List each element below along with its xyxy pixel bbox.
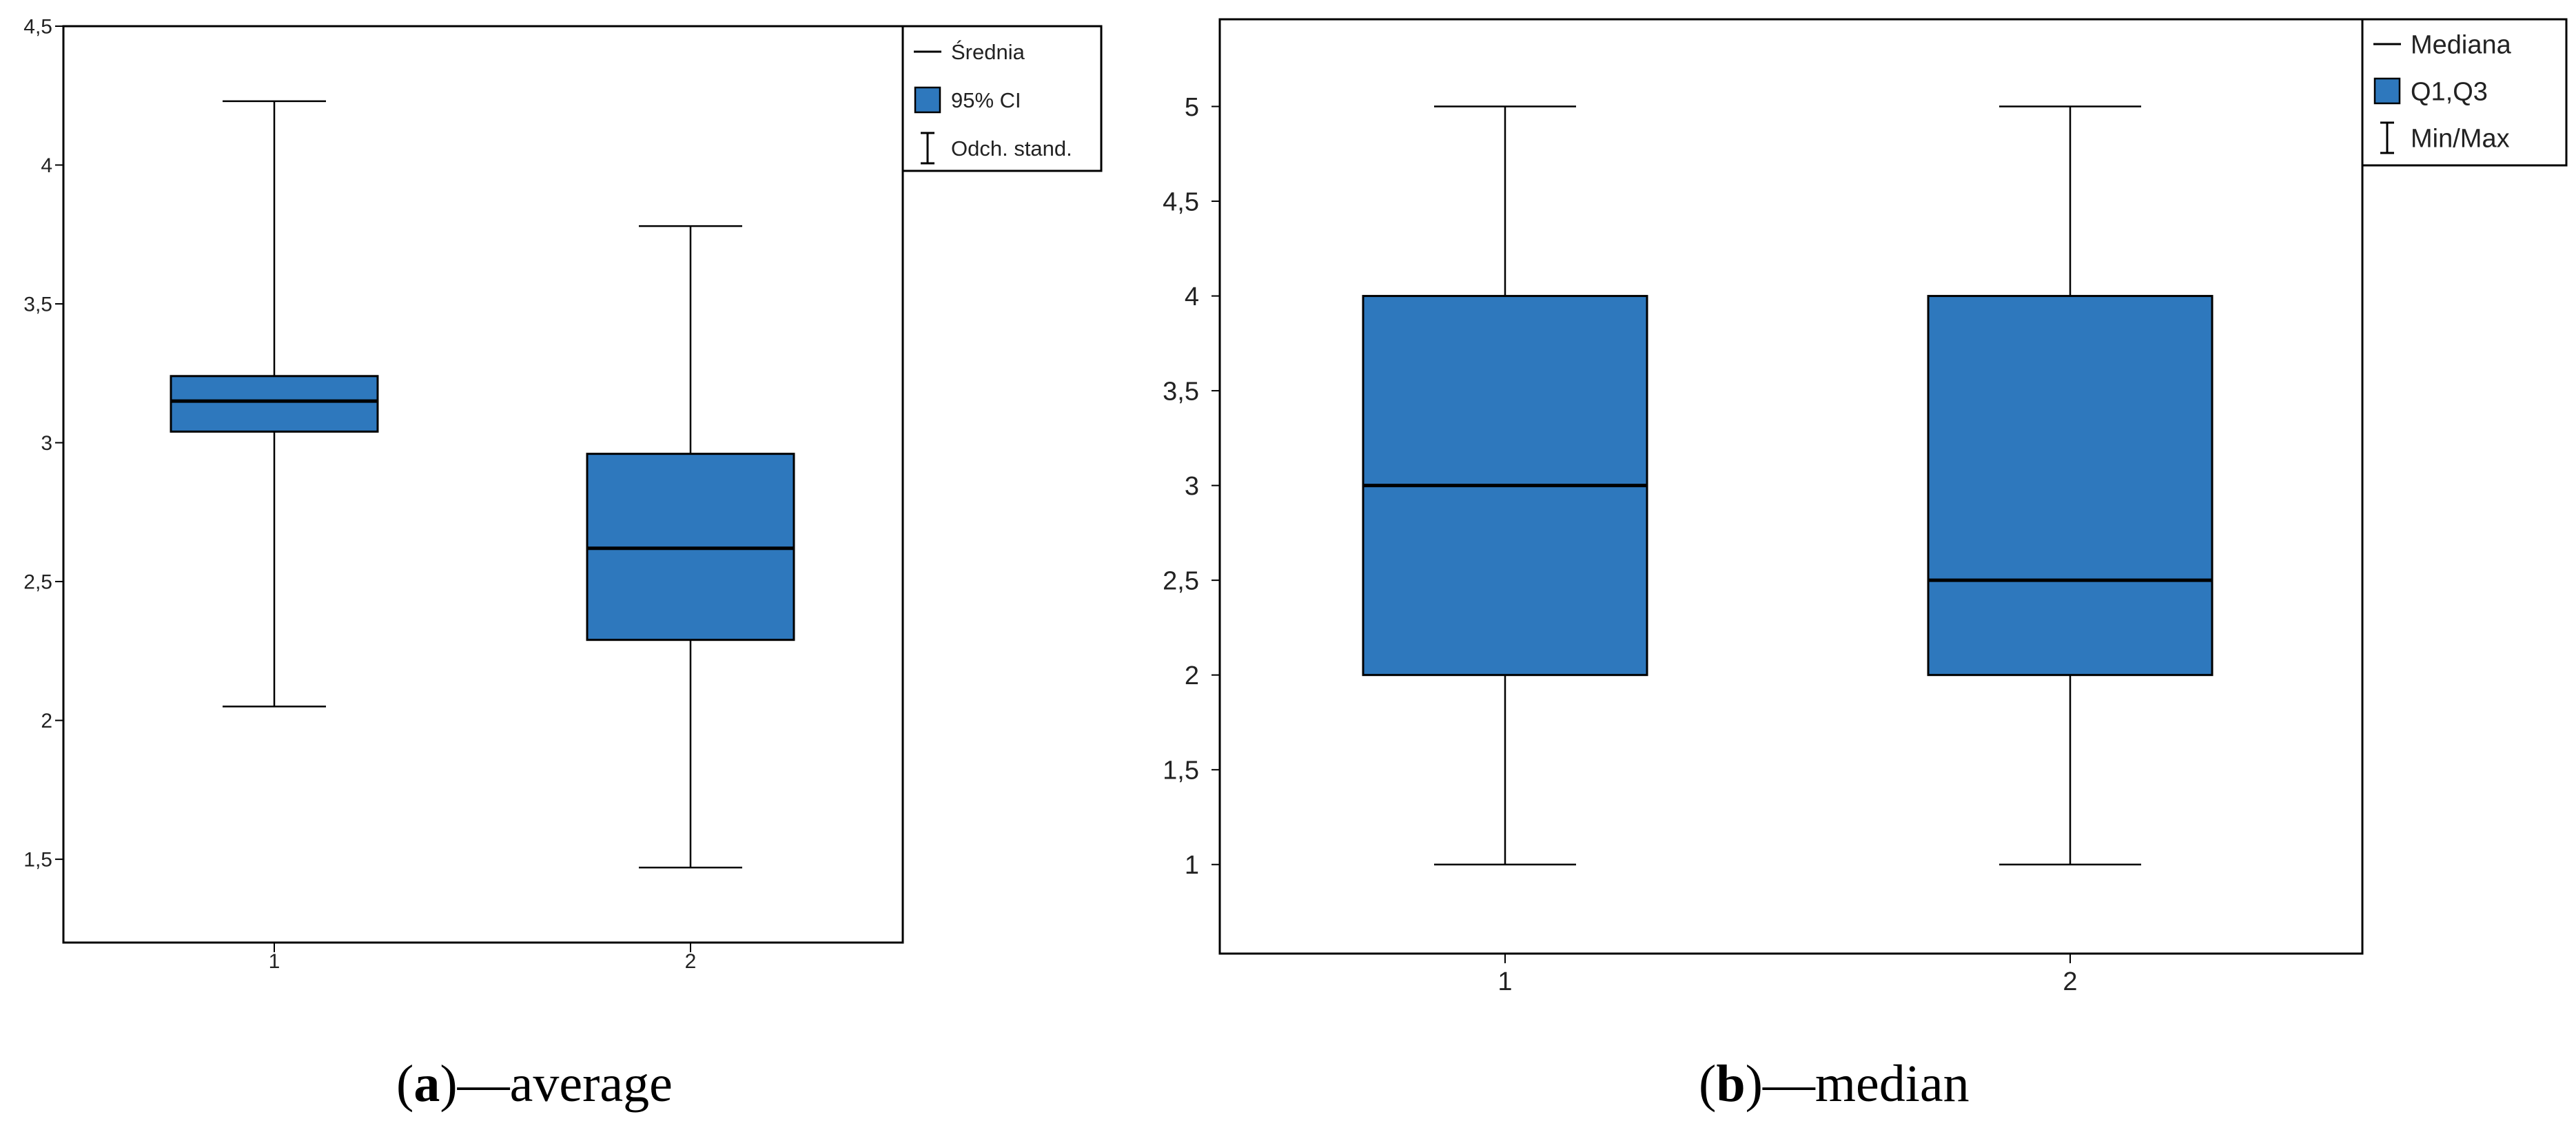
- box-group-2: [586, 225, 795, 869]
- legend-label: Mediana: [2411, 30, 2512, 59]
- y-tick-label: 4: [1185, 282, 1199, 311]
- y-tick-label: 2,5: [23, 571, 52, 594]
- legend-label: Średnia: [951, 39, 1025, 64]
- y-tick-label: 4: [41, 154, 52, 177]
- caption-letter: b: [1716, 1055, 1746, 1113]
- chart-panel-average: 1,5 2 2,5 3 3,5 4 4,5 1 2 Średnia 95% CI Odch. stan…: [23, 16, 1103, 973]
- legend-label: Q1,Q3: [2411, 77, 2488, 106]
- caption-text: median: [1815, 1055, 1970, 1113]
- y-tick-label: 3: [41, 432, 52, 455]
- box: [1927, 295, 2214, 677]
- legend: Średnia 95% CI Odch. stand.: [901, 25, 1103, 172]
- y-tick-label: 3: [1185, 472, 1199, 501]
- legend-label: 95% CI: [951, 88, 1021, 112]
- legend-label: Min/Max: [2411, 124, 2510, 153]
- legend: Mediana Q1,Q3 Min/Max: [2361, 18, 2568, 167]
- legend-label: Odch. stand.: [951, 136, 1072, 161]
- caption-average: (a)—average: [396, 1055, 673, 1113]
- y-tick-label: 2: [41, 710, 52, 732]
- y-tick-label: 1,5: [1163, 757, 1199, 785]
- y-tick-label: 5: [1185, 93, 1199, 122]
- plot-frame: [1218, 18, 2364, 955]
- box-group-1: [1362, 105, 1648, 865]
- x-tick-label: 2: [685, 950, 697, 973]
- box-group-1: [170, 100, 379, 708]
- plot-frame: [62, 25, 904, 944]
- y-tick-label: 1: [1185, 851, 1199, 880]
- x-tick-label: 1: [269, 950, 280, 973]
- x-tick-label: 1: [1497, 967, 1512, 996]
- box: [170, 375, 379, 433]
- legend-box-icon: [2373, 77, 2401, 105]
- y-tick-label: 4,5: [23, 16, 52, 39]
- y-tick-label: 4,5: [1163, 187, 1199, 216]
- caption-median: (b)—median: [1699, 1055, 1970, 1113]
- y-tick-label: 1,5: [23, 849, 52, 872]
- caption-letter: a: [413, 1055, 440, 1113]
- x-tick-label: 2: [2063, 967, 2077, 996]
- y-tick-label: 2: [1185, 661, 1199, 690]
- legend-box-icon: [914, 86, 941, 114]
- y-tick-label: 2,5: [1163, 566, 1199, 595]
- box-group-2: [1927, 105, 2214, 865]
- chart-panel-median: 1 1,5 2 2,5 3 3,5 4 4,5 5 1 2 Mediana Q1,Q3 Min/Max: [1163, 18, 2568, 996]
- y-tick-label: 3,5: [23, 294, 52, 316]
- caption-text: average: [509, 1055, 673, 1113]
- y-tick-label: 3,5: [1163, 377, 1199, 406]
